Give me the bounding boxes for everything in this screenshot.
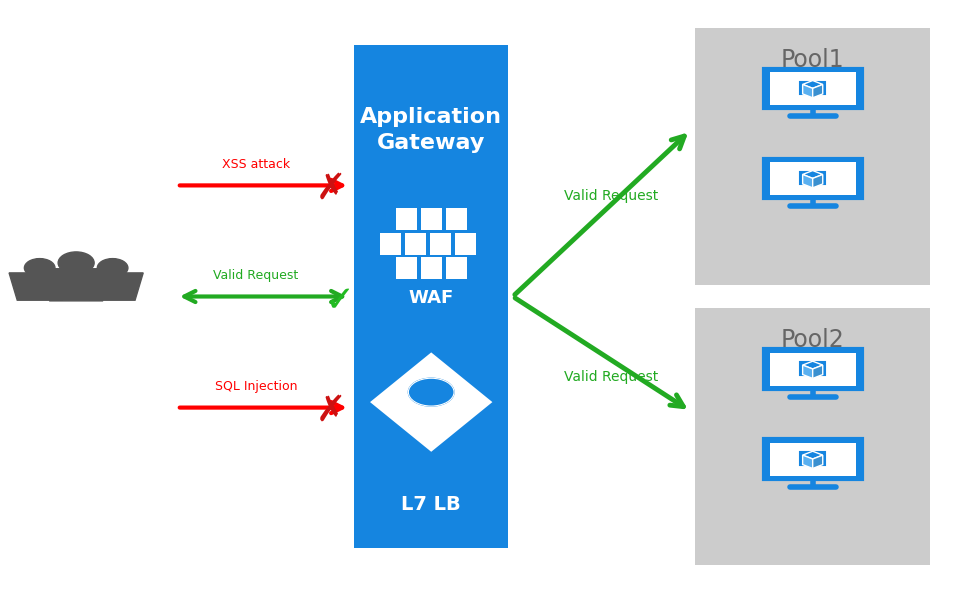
FancyBboxPatch shape (421, 257, 441, 279)
Text: ✗: ✗ (316, 394, 346, 428)
Polygon shape (813, 455, 823, 468)
FancyBboxPatch shape (396, 208, 417, 230)
FancyBboxPatch shape (770, 72, 856, 105)
Polygon shape (370, 352, 493, 452)
FancyBboxPatch shape (770, 443, 856, 476)
FancyBboxPatch shape (770, 162, 856, 195)
FancyBboxPatch shape (421, 208, 441, 230)
Circle shape (24, 259, 55, 278)
Polygon shape (813, 84, 823, 98)
Text: Pool2: Pool2 (781, 329, 844, 352)
FancyBboxPatch shape (764, 69, 862, 109)
FancyBboxPatch shape (445, 257, 467, 279)
FancyBboxPatch shape (764, 349, 862, 389)
Text: Valid Request: Valid Request (564, 370, 658, 384)
Polygon shape (813, 365, 823, 378)
Circle shape (58, 252, 94, 274)
FancyBboxPatch shape (354, 45, 508, 548)
Text: Pool1: Pool1 (781, 47, 844, 72)
FancyBboxPatch shape (764, 159, 862, 199)
Polygon shape (802, 81, 823, 88)
Text: ⬜: ⬜ (810, 84, 815, 91)
Text: SQL Injection: SQL Injection (215, 380, 297, 393)
FancyBboxPatch shape (445, 208, 467, 230)
Polygon shape (802, 365, 813, 378)
Text: Valid Request: Valid Request (214, 269, 299, 282)
Polygon shape (802, 451, 823, 459)
Text: ⬜: ⬜ (810, 455, 815, 462)
Polygon shape (40, 269, 112, 301)
Text: Application
Gateway: Application Gateway (360, 107, 502, 153)
Polygon shape (802, 84, 813, 98)
Circle shape (98, 259, 128, 278)
FancyBboxPatch shape (695, 308, 930, 566)
Polygon shape (9, 273, 71, 300)
FancyBboxPatch shape (380, 232, 401, 255)
Text: ⬜: ⬜ (810, 174, 815, 181)
FancyBboxPatch shape (430, 232, 451, 255)
FancyBboxPatch shape (764, 439, 862, 479)
Text: Valid Request: Valid Request (564, 189, 658, 203)
FancyBboxPatch shape (800, 82, 826, 94)
Text: WAF: WAF (408, 289, 454, 307)
Polygon shape (802, 455, 813, 468)
Text: L7 LB: L7 LB (402, 495, 461, 514)
Text: XSS attack: XSS attack (222, 158, 290, 171)
Polygon shape (813, 174, 823, 188)
FancyBboxPatch shape (800, 362, 826, 375)
Text: ✗: ✗ (316, 171, 346, 205)
Text: ✓: ✓ (325, 284, 355, 318)
Polygon shape (802, 361, 823, 369)
FancyBboxPatch shape (800, 452, 826, 464)
FancyBboxPatch shape (405, 232, 426, 255)
Text: ⬜: ⬜ (810, 365, 815, 372)
Polygon shape (82, 273, 143, 300)
FancyBboxPatch shape (455, 232, 476, 255)
Polygon shape (802, 171, 823, 178)
FancyBboxPatch shape (800, 172, 826, 184)
FancyBboxPatch shape (695, 27, 930, 285)
Polygon shape (802, 174, 813, 188)
FancyBboxPatch shape (396, 257, 417, 279)
Circle shape (408, 378, 454, 406)
FancyBboxPatch shape (770, 353, 856, 385)
